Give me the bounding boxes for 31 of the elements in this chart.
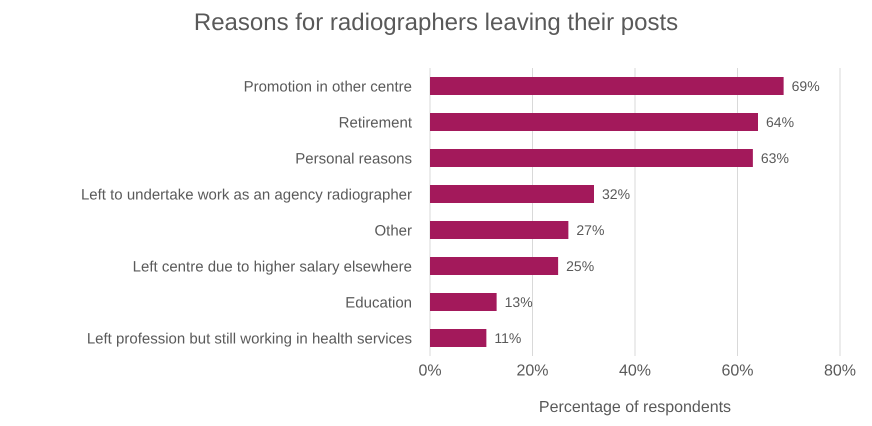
x-tick-label: 40% [618,362,652,380]
y-tick-label: Retirement [338,114,413,132]
bar [430,221,568,239]
y-tick-label: Left centre due to higher salary elsewhere [132,258,412,276]
y-tick-label: Left profession but still working in health services [86,330,412,348]
bar [430,185,594,203]
chart-title: Reasons for radiographers leaving their posts [192,8,680,38]
y-tick-label: Promotion in other centre [244,78,412,96]
data-label: 69% [792,78,820,94]
y-tick-label: Left to undertake work as an agency radiographer [80,186,412,204]
x-tick-label: 60% [721,362,754,380]
data-label: 13% [504,294,533,310]
data-label: 27% [576,222,604,238]
data-label: 63% [760,150,789,166]
bar [430,149,753,167]
y-tick-label: Other [374,222,412,240]
data-label: 25% [566,258,594,274]
bar [430,257,558,275]
bar [430,113,758,131]
y-tick-label: Education [345,294,412,312]
bar [430,329,486,347]
data-label: 64% [766,114,794,130]
x-tick-label: 80% [824,362,856,380]
data-label: 32% [602,186,630,202]
data-label: 11% [494,330,522,346]
bar [430,77,784,95]
x-axis-title: Percentage of respondents [538,399,732,416]
y-tick-label: Personal reasons [295,150,412,168]
x-tick-label: 0% [418,362,442,380]
bar [430,293,497,311]
x-tick-label: 20% [516,362,549,380]
